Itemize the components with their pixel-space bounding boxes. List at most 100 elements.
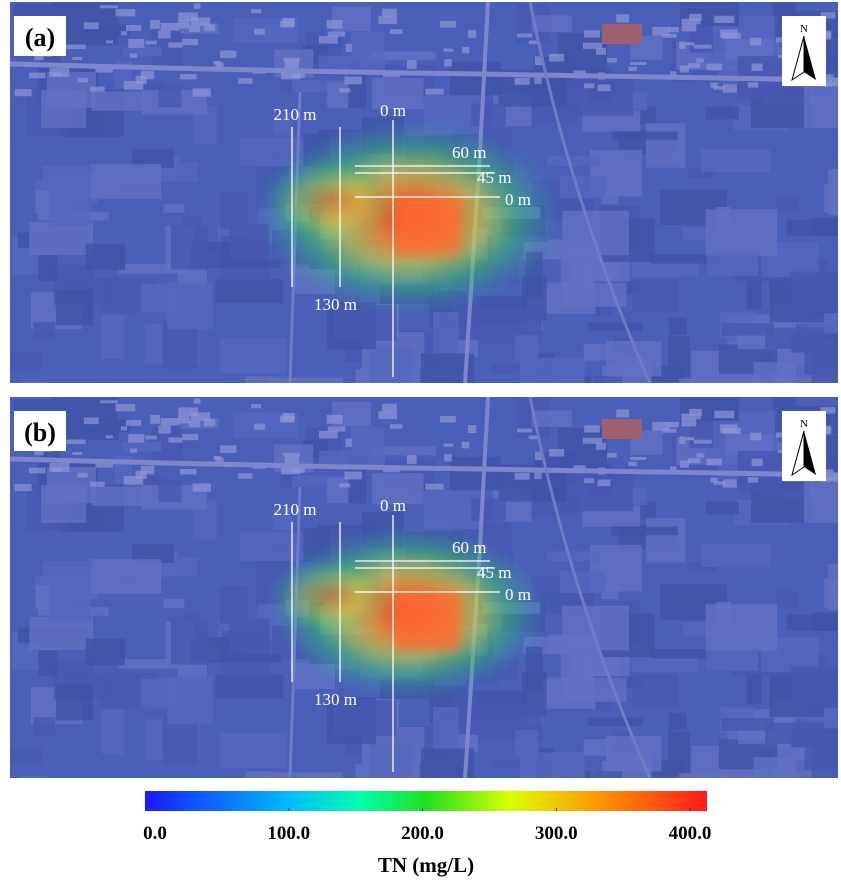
building — [378, 411, 397, 419]
colorbar-title: TN (mg/L) — [378, 853, 474, 877]
annotation: 0 m — [505, 585, 531, 604]
building — [425, 89, 443, 95]
building — [549, 54, 564, 62]
field — [122, 442, 161, 452]
building — [598, 84, 611, 91]
building — [345, 472, 362, 480]
field — [91, 92, 145, 111]
building — [193, 483, 211, 491]
building — [670, 466, 676, 470]
annotation: 0 m — [380, 101, 406, 120]
map-image — [10, 397, 841, 814]
building — [598, 479, 611, 486]
building — [84, 417, 99, 424]
field — [765, 328, 824, 349]
building — [628, 462, 636, 466]
field — [49, 180, 91, 227]
annotation: 130 m — [314, 690, 357, 709]
building — [752, 459, 763, 466]
building — [720, 424, 737, 432]
building — [584, 83, 594, 88]
plume-core — [395, 196, 460, 254]
building — [158, 31, 171, 39]
field — [33, 322, 55, 340]
building — [128, 434, 144, 443]
field — [787, 615, 839, 631]
field — [520, 752, 585, 795]
building — [128, 39, 144, 48]
field — [706, 209, 778, 256]
building — [682, 24, 697, 32]
building — [283, 453, 299, 456]
annotation: 210 m — [274, 500, 317, 519]
field — [220, 338, 287, 373]
field — [805, 741, 841, 770]
building — [679, 436, 685, 444]
building — [723, 479, 737, 487]
building — [126, 25, 141, 31]
building — [150, 20, 160, 29]
north-label: N — [800, 418, 808, 430]
building — [150, 415, 160, 424]
building — [748, 477, 759, 482]
annotation: 60 m — [452, 538, 486, 557]
building — [583, 438, 602, 444]
building — [584, 30, 600, 37]
field — [646, 123, 685, 167]
building — [180, 469, 197, 474]
field — [631, 261, 698, 276]
figure: 210 m0 m60 m45 m0 m130 m(a)N210 m0 m60 m… — [0, 0, 841, 885]
building — [616, 409, 629, 417]
building — [680, 66, 689, 73]
building — [72, 57, 82, 60]
building — [327, 415, 343, 424]
building — [189, 421, 200, 427]
building — [251, 404, 261, 408]
building — [529, 435, 538, 439]
building — [238, 78, 252, 84]
building — [285, 61, 299, 69]
field — [163, 204, 184, 213]
building — [679, 41, 685, 49]
field — [570, 474, 585, 484]
building — [100, 5, 118, 8]
building — [121, 426, 127, 430]
field — [10, 748, 42, 764]
building — [282, 18, 294, 26]
field — [433, 707, 459, 751]
building — [136, 76, 147, 84]
building — [668, 422, 679, 427]
building — [750, 433, 761, 441]
building — [670, 71, 676, 75]
annotation: 130 m — [314, 295, 357, 314]
colorbar — [145, 791, 707, 811]
building — [688, 63, 700, 68]
field — [433, 312, 459, 356]
field — [450, 62, 501, 95]
building — [443, 49, 453, 52]
building — [126, 420, 141, 426]
building — [583, 43, 602, 49]
field — [86, 244, 125, 270]
field — [804, 82, 841, 128]
panel-label: (a) — [25, 23, 55, 52]
field — [588, 322, 643, 331]
building — [662, 34, 676, 38]
building — [72, 452, 82, 455]
field — [612, 527, 678, 536]
colorbar-tick-label: 0.0 — [143, 823, 167, 844]
field — [220, 586, 248, 624]
building — [346, 44, 352, 52]
building — [328, 31, 346, 36]
building — [688, 458, 700, 463]
annotation: 0 m — [505, 190, 531, 209]
building — [689, 14, 702, 21]
field — [167, 677, 213, 725]
field — [33, 717, 55, 735]
building — [178, 415, 189, 423]
building — [440, 21, 456, 28]
field — [765, 723, 824, 744]
colorbar-tick-label: 400.0 — [669, 823, 712, 844]
building — [710, 478, 717, 483]
building — [145, 436, 157, 440]
